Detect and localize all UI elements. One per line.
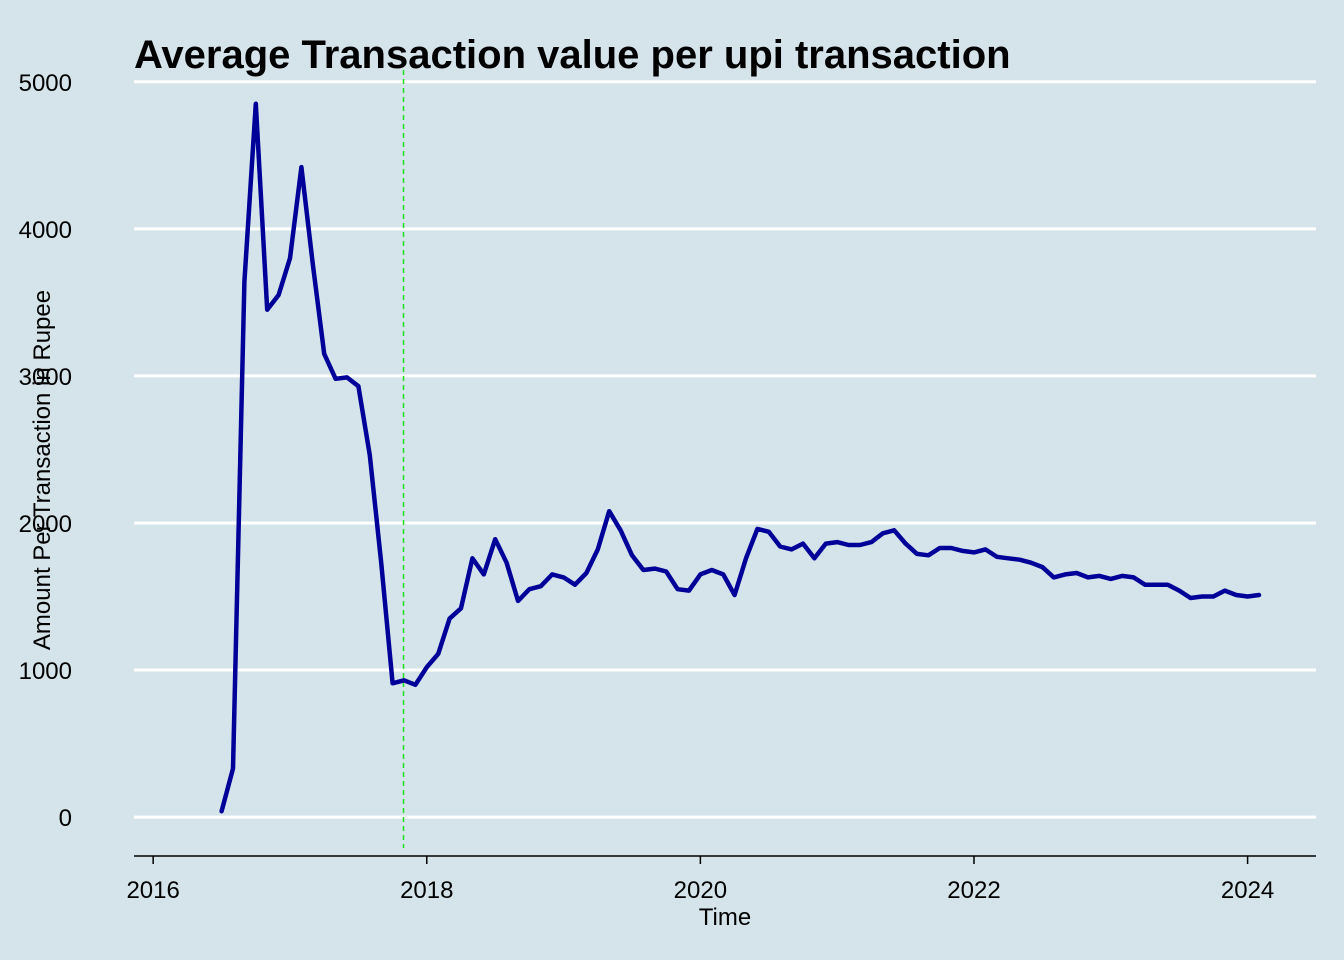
grid-lines — [134, 80, 1316, 819]
x-axis-label: Time — [699, 904, 751, 931]
y-tick-label: 1000 — [19, 658, 72, 685]
y-tick-label: 4000 — [19, 217, 72, 244]
y-tick-label: 2000 — [19, 511, 72, 538]
x-tick-label: 2016 — [126, 877, 179, 904]
y-tick-label: 0 — [59, 805, 72, 832]
x-tick-label: 2020 — [674, 877, 727, 904]
y-tick-label: 5000 — [19, 70, 72, 97]
y-tick-label: 3000 — [19, 364, 72, 391]
x-tick-label: 2018 — [400, 877, 453, 904]
y-ticks: 0 1000 2000 3000 4000 5000 — [19, 70, 72, 832]
series-group — [219, 101, 1262, 814]
x-ticks: 2016 2018 2020 2022 2024 — [126, 856, 1274, 904]
x-tick-label: 2022 — [947, 877, 1000, 904]
x-tick-label: 2024 — [1221, 877, 1274, 904]
y-axis-label: Amount Per Transaction in Rupee — [29, 290, 56, 650]
chart-title: Average Transaction value per upi transa… — [134, 33, 1011, 77]
series-line — [219, 101, 1262, 814]
